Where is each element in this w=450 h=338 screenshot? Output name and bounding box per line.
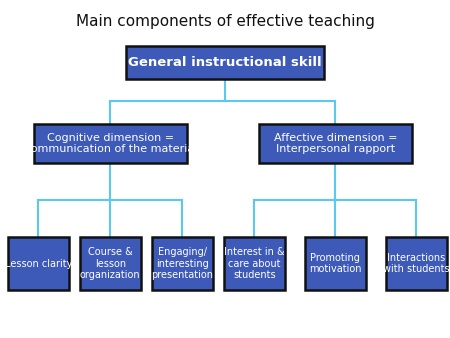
FancyBboxPatch shape	[126, 47, 324, 79]
Text: Affective dimension =
Interpersonal rapport: Affective dimension = Interpersonal rapp…	[274, 133, 397, 154]
FancyBboxPatch shape	[305, 237, 365, 290]
Text: Interest in &
care about
students: Interest in & care about students	[224, 247, 284, 280]
Text: Cognitive dimension =
Communication of the material: Cognitive dimension = Communication of t…	[23, 133, 198, 154]
FancyBboxPatch shape	[8, 237, 69, 290]
Text: Lesson clarity: Lesson clarity	[4, 259, 72, 269]
Text: Main components of effective teaching: Main components of effective teaching	[76, 14, 374, 28]
FancyBboxPatch shape	[34, 124, 187, 163]
FancyBboxPatch shape	[259, 124, 412, 163]
Text: Interactions
with students: Interactions with students	[383, 253, 450, 274]
FancyBboxPatch shape	[152, 237, 212, 290]
Text: General instructional skill: General instructional skill	[128, 56, 322, 69]
Text: Course &
lesson
organization: Course & lesson organization	[80, 247, 140, 280]
FancyBboxPatch shape	[386, 237, 446, 290]
FancyBboxPatch shape	[224, 237, 284, 290]
Text: Promoting
motivation: Promoting motivation	[309, 253, 361, 274]
FancyBboxPatch shape	[80, 237, 140, 290]
Text: Engaging/
interesting
presentation: Engaging/ interesting presentation	[151, 247, 213, 280]
